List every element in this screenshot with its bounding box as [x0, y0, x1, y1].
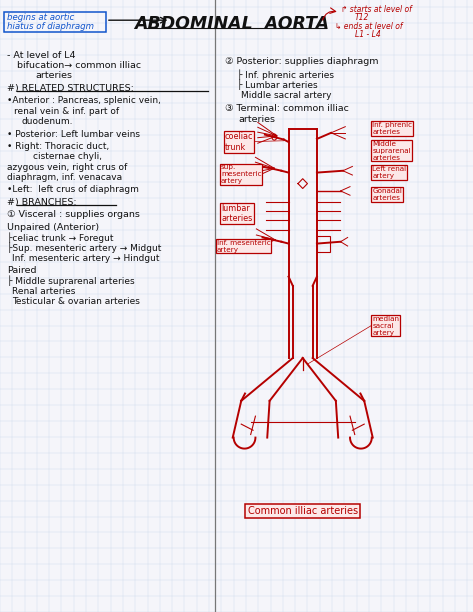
Text: Common illiac arteries: Common illiac arteries — [248, 506, 358, 516]
Text: diaphragm, inf. venacava: diaphragm, inf. venacava — [7, 173, 122, 182]
Text: arteries: arteries — [239, 115, 276, 124]
Text: azygous vein, right crus of: azygous vein, right crus of — [7, 163, 127, 171]
Text: cisternae chyli,: cisternae chyli, — [33, 152, 102, 161]
Text: - At level of L4: - At level of L4 — [7, 51, 76, 59]
Text: Inf. mesenteric
artery: Inf. mesenteric artery — [217, 239, 271, 253]
Text: hiatus of diaphragm: hiatus of diaphragm — [7, 22, 94, 31]
Text: duodenum.: duodenum. — [21, 118, 73, 126]
Text: bifucation→ common illiac: bifucation→ common illiac — [17, 61, 140, 70]
Text: coeliac
trunk: coeliac trunk — [225, 132, 253, 152]
Text: • Right: Thoracic duct,: • Right: Thoracic duct, — [7, 142, 109, 151]
Text: ② Posterior: supplies diaphragm: ② Posterior: supplies diaphragm — [225, 57, 378, 65]
Text: #) BRANCHES:: #) BRANCHES: — [7, 198, 77, 207]
Text: Left renal
artery: Left renal artery — [372, 166, 406, 179]
Text: ├Sup. mesenteric artery → Midgut: ├Sup. mesenteric artery → Midgut — [7, 242, 161, 253]
Text: Middle sacral artery: Middle sacral artery — [241, 91, 332, 100]
Text: •Left:  left crus of diaphragm: •Left: left crus of diaphragm — [7, 185, 139, 193]
Text: • Posterior: Left lumbar veins: • Posterior: Left lumbar veins — [7, 130, 140, 138]
Text: ├ Inf. phrenic arteries: ├ Inf. phrenic arteries — [236, 69, 333, 80]
Text: Middle
suprarenal
arteries: Middle suprarenal arteries — [372, 141, 411, 160]
Text: renal vein & inf. part of: renal vein & inf. part of — [14, 107, 119, 116]
Text: ③ Terminal: common illiac: ③ Terminal: common illiac — [225, 105, 349, 113]
Text: Paired: Paired — [7, 266, 36, 275]
Text: ABDOMINAL  AORTA: ABDOMINAL AORTA — [134, 15, 329, 34]
Text: •Anterior : Pancreas, splenic vein,: •Anterior : Pancreas, splenic vein, — [7, 97, 161, 105]
Text: ├ Lumbar arteries: ├ Lumbar arteries — [236, 80, 317, 91]
Text: L1 - L4: L1 - L4 — [355, 31, 380, 39]
Text: ① Visceral : supplies organs: ① Visceral : supplies organs — [7, 211, 140, 219]
Text: lumbar
arteries: lumbar arteries — [221, 204, 253, 223]
Text: arteries: arteries — [35, 71, 72, 80]
Text: ├celiac trunk → Foregut: ├celiac trunk → Foregut — [7, 232, 114, 243]
Text: ↳ ends at level of: ↳ ends at level of — [335, 22, 403, 31]
Text: Inf. phrenic
arteries: Inf. phrenic arteries — [372, 122, 412, 135]
Text: ↱ starts at level of: ↱ starts at level of — [341, 5, 412, 13]
Text: Inf. mesenteric artery → Hindgut: Inf. mesenteric artery → Hindgut — [12, 254, 159, 263]
Text: Unpaired (Anterior): Unpaired (Anterior) — [7, 223, 99, 231]
Text: median
sacral
artery: median sacral artery — [372, 316, 399, 335]
Text: sup.
mesenteric
artery: sup. mesenteric artery — [221, 165, 262, 184]
Text: Testicular & ovarian arteries: Testicular & ovarian arteries — [12, 297, 140, 306]
Text: begins at aortic: begins at aortic — [7, 13, 74, 22]
Text: T12: T12 — [355, 13, 369, 21]
Text: Renal arteries: Renal arteries — [12, 287, 75, 296]
Text: Gonadal
arteries: Gonadal arteries — [372, 188, 402, 201]
Text: ├ Middle suprarenal arteries: ├ Middle suprarenal arteries — [7, 275, 135, 286]
Text: #) RELATED STRUCTURES:: #) RELATED STRUCTURES: — [7, 84, 134, 92]
